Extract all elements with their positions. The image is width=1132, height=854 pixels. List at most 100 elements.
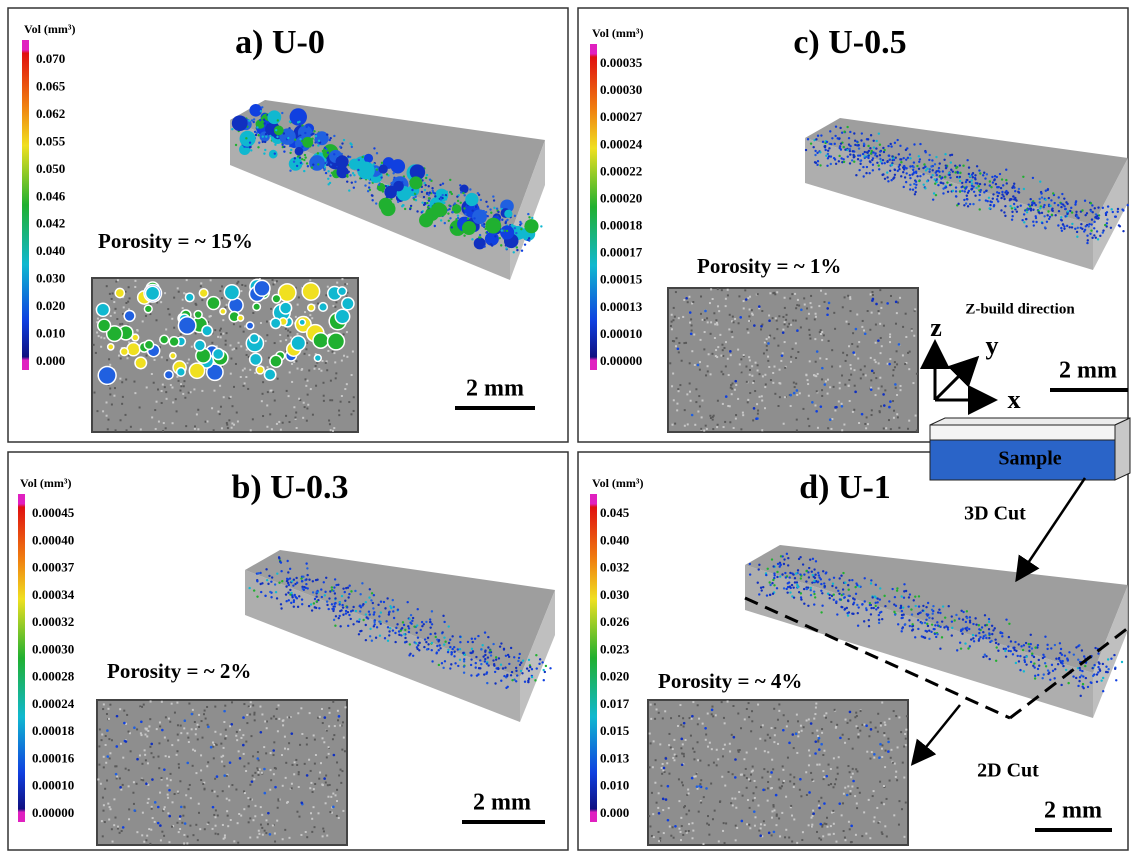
pore — [800, 577, 802, 579]
noise — [186, 279, 188, 281]
pore — [289, 120, 291, 122]
noise — [692, 830, 694, 832]
pore — [311, 609, 313, 611]
pore — [1097, 217, 1099, 219]
noise — [105, 744, 107, 746]
noise — [334, 361, 336, 363]
noise — [315, 754, 317, 756]
noise — [222, 319, 224, 321]
pore — [819, 151, 821, 153]
pore — [999, 631, 1001, 633]
pore — [339, 625, 341, 627]
pore — [972, 623, 974, 625]
pore — [305, 578, 307, 580]
noise — [850, 790, 852, 792]
noise — [884, 825, 886, 827]
pore — [849, 162, 851, 164]
pore — [997, 195, 999, 197]
pore — [851, 612, 853, 614]
noise — [699, 369, 701, 371]
pore — [1005, 190, 1007, 192]
pore — [368, 186, 370, 188]
noise — [109, 806, 111, 808]
pore — [348, 593, 350, 595]
pore — [460, 187, 462, 189]
noise — [730, 802, 732, 804]
noise — [834, 328, 836, 330]
noise — [844, 837, 846, 839]
pore — [937, 611, 939, 613]
slice-pore — [216, 775, 219, 778]
pore — [1122, 209, 1124, 211]
pore — [289, 589, 291, 591]
pore — [494, 671, 496, 673]
pore — [460, 191, 462, 193]
noise — [707, 370, 709, 372]
noise — [716, 322, 718, 324]
pore — [849, 153, 851, 155]
pore — [373, 613, 375, 615]
colorbar-tick: 0.062 — [36, 106, 65, 121]
colorbar-tick: 0.050 — [36, 161, 65, 176]
pore — [835, 600, 837, 602]
pore — [889, 159, 891, 161]
colorbar-tick: 0.070 — [36, 51, 65, 66]
pore — [362, 619, 364, 621]
noise — [779, 383, 781, 385]
noise — [714, 323, 716, 325]
noise — [786, 725, 788, 727]
pore — [484, 631, 486, 633]
pore — [966, 629, 968, 631]
pore — [1090, 229, 1092, 231]
pore — [386, 173, 388, 175]
pore — [1077, 645, 1079, 647]
noise — [763, 820, 765, 822]
noise — [142, 320, 144, 322]
noise — [161, 402, 163, 404]
pore — [826, 141, 828, 143]
pore — [332, 590, 334, 592]
pore — [315, 596, 317, 598]
noise — [764, 740, 766, 742]
pore — [1057, 224, 1059, 226]
noise — [192, 709, 194, 711]
noise — [195, 772, 197, 774]
noise — [700, 428, 702, 430]
slice-pore — [256, 366, 264, 374]
noise — [93, 344, 95, 346]
noise — [758, 373, 760, 375]
noise — [735, 839, 737, 841]
noise — [790, 405, 792, 407]
noise — [814, 318, 816, 320]
noise — [790, 805, 792, 807]
pore — [776, 587, 778, 589]
pore — [527, 239, 529, 241]
noise — [653, 740, 655, 742]
noise — [821, 389, 823, 391]
noise — [835, 726, 837, 728]
pore — [303, 170, 305, 172]
slice-pore — [782, 331, 785, 334]
pore — [440, 196, 442, 198]
noise — [325, 294, 327, 296]
pore — [868, 625, 870, 627]
slice-pore — [202, 326, 212, 336]
noise — [688, 823, 690, 825]
pore — [350, 590, 352, 592]
noise — [691, 324, 693, 326]
noise — [725, 365, 727, 367]
noise — [697, 704, 699, 706]
pore — [431, 642, 433, 644]
pore — [1035, 215, 1037, 217]
pore — [862, 166, 864, 168]
pore — [777, 563, 779, 565]
pore — [413, 625, 415, 627]
pore — [429, 633, 431, 635]
pore — [1097, 652, 1099, 654]
pore — [931, 617, 933, 619]
noise — [328, 419, 330, 421]
noise — [803, 726, 805, 728]
pore — [789, 572, 791, 574]
pore — [1058, 196, 1060, 198]
noise — [871, 414, 873, 416]
